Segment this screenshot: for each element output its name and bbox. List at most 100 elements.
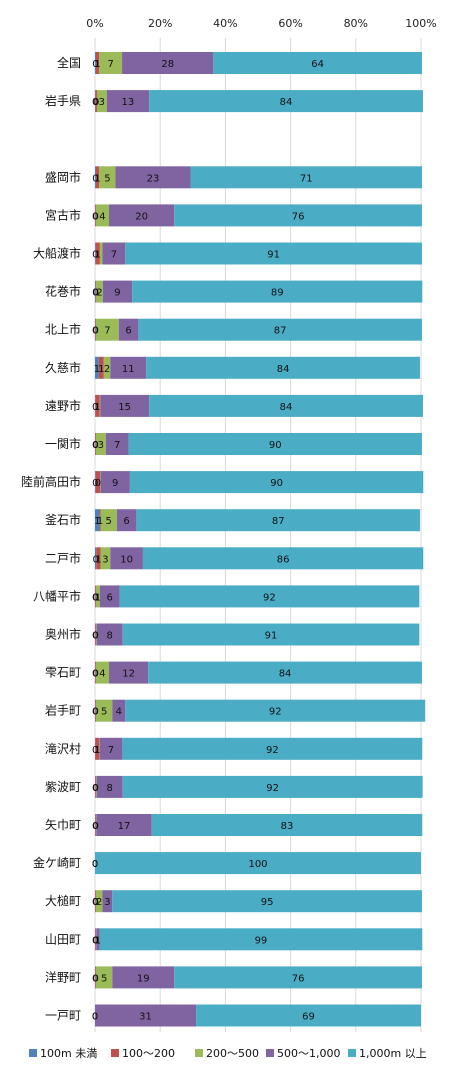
bar-segment: [102, 280, 133, 303]
data-label: 1: [94, 173, 100, 184]
legend-label: 500〜1,000: [277, 1047, 341, 1060]
bar-segment: [132, 280, 423, 303]
legend-swatch: [266, 1049, 274, 1057]
data-label: 2: [96, 288, 102, 299]
data-label: 0: [92, 783, 98, 794]
bar-segment: [96, 928, 100, 951]
data-label: 1: [94, 402, 100, 413]
data-label: 0: [92, 592, 98, 603]
data-label: 64: [311, 59, 324, 70]
bar-segment: [99, 585, 120, 608]
legend: 100m 未満 100〜200 200〜500 500〜1,000 1,000m 以上: [29, 1047, 427, 1060]
data-label: 11: [122, 364, 135, 375]
bar-segment: [95, 471, 101, 494]
data-label: 0: [93, 97, 99, 108]
bar-segment: [96, 814, 152, 836]
bar-segment: [99, 737, 123, 760]
data-label: 0: [92, 631, 98, 642]
data-label: 0: [95, 478, 101, 489]
bar-segment: [138, 318, 422, 341]
data-label: 5: [104, 173, 110, 184]
category-label: 陸前高田市: [21, 474, 81, 489]
data-label: 31: [139, 1012, 152, 1023]
category-label: 奥州市: [45, 627, 81, 642]
bar-segment: [95, 623, 97, 646]
data-label: 7: [114, 440, 120, 451]
bar-segment: [95, 166, 100, 189]
bar-segment: [95, 1004, 197, 1027]
bar-segment: [110, 356, 147, 379]
bar-segment: [190, 166, 422, 189]
category-label: 岩手県: [45, 93, 81, 108]
data-label: 3: [99, 97, 105, 108]
data-label: 7: [111, 250, 117, 261]
bar-segment: [149, 394, 423, 417]
bar-segment: [95, 280, 96, 303]
bar-segment: [95, 661, 96, 684]
x-tick-label: 60%: [278, 17, 302, 30]
x-tick-label: 100%: [405, 17, 436, 30]
bar-segment: [95, 318, 119, 341]
bar-segment: [125, 699, 426, 722]
category-label: 大船渡市: [33, 246, 81, 261]
category-label: 一関市: [45, 436, 81, 451]
data-label: 0: [92, 897, 98, 908]
bar-segment: [116, 509, 137, 532]
x-tick-label: 20%: [148, 17, 172, 30]
category-label: 岩手町: [45, 703, 81, 718]
data-label: 1: [94, 59, 100, 70]
data-label: 0: [92, 97, 98, 108]
bar-segment: [112, 966, 175, 989]
category-labels: 全国岩手県盛岡市宮古市大船渡市花巻市北上市久慈市遠野市一関市陸前高田市釜石市二戸…: [21, 55, 81, 1023]
data-label: 84: [280, 402, 293, 413]
data-label: 0: [92, 211, 98, 222]
data-label: 0: [92, 669, 98, 680]
bar-segment: [102, 890, 113, 913]
bar-segment: [99, 166, 116, 189]
x-axis-ticks: 0% 20% 40% 60% 80% 100%: [86, 17, 436, 30]
bar-segment: [95, 318, 96, 341]
bar-segment: [95, 547, 97, 570]
data-label: 84: [279, 669, 292, 680]
bar-segment: [118, 318, 139, 341]
bar-segment: [196, 1004, 421, 1027]
category-label: 盛岡市: [45, 169, 81, 184]
data-label: 7: [104, 326, 110, 337]
bar-segment: [151, 814, 423, 836]
data-label: 6: [106, 592, 112, 603]
data-label: 8: [106, 631, 112, 642]
category-label: 花巻市: [45, 284, 81, 299]
bar-segment: [96, 90, 107, 113]
data-label: 0: [92, 288, 98, 299]
data-label: 5: [101, 707, 107, 718]
data-label: 15: [118, 402, 131, 413]
legend-label: 100〜200: [122, 1047, 175, 1060]
bar-segment: [112, 699, 126, 722]
bar-segment: [95, 775, 97, 798]
data-label: 4: [116, 707, 122, 718]
data-label: 92: [269, 707, 282, 718]
data-label: 91: [267, 250, 280, 261]
data-label: 92: [266, 745, 279, 756]
legend-label: 100m 未満: [40, 1047, 97, 1060]
data-label: 1: [95, 592, 101, 603]
bar-segment: [95, 775, 96, 798]
data-label: 0: [92, 935, 98, 946]
bar-segment: [136, 509, 421, 532]
data-label: 1: [94, 364, 100, 375]
bar-segment: [99, 52, 123, 74]
data-label: 87: [272, 516, 285, 527]
data-label: 76: [292, 211, 305, 222]
data-label: 90: [269, 440, 282, 451]
data-label: 100: [248, 859, 267, 870]
bar-segment: [146, 356, 421, 379]
x-tick-label: 80%: [344, 17, 368, 30]
bar-segment: [99, 242, 103, 265]
category-label: 二戸市: [45, 550, 81, 565]
bar-segment: [109, 661, 149, 684]
bar-segment: [213, 52, 422, 74]
data-label: 0: [92, 631, 98, 642]
data-label: 8: [106, 783, 112, 794]
data-label: 0: [92, 478, 98, 489]
legend-label: 200〜500: [206, 1047, 259, 1060]
